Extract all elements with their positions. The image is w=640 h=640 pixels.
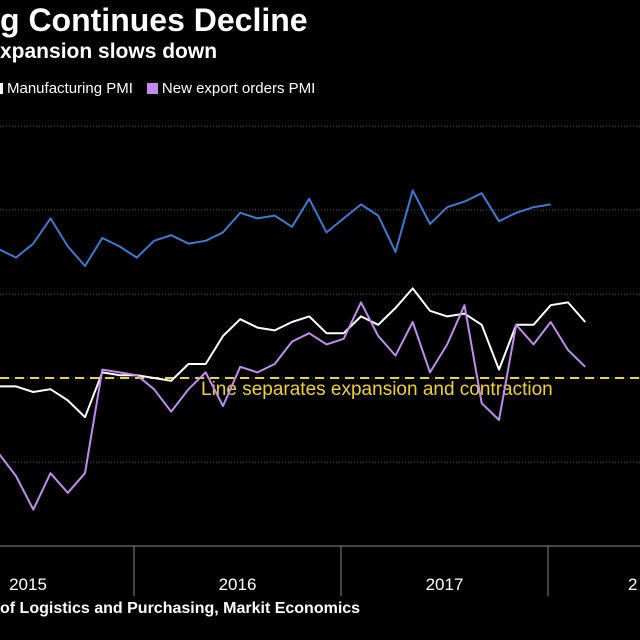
x-tick-label: 2017 bbox=[426, 575, 464, 594]
x-tick-label: 2015 bbox=[9, 575, 47, 594]
series-line-2 bbox=[0, 301, 586, 511]
legend-item-export: New export orders PMI bbox=[133, 80, 315, 97]
chart-source: of Logistics and Purchasing, Markit Econ… bbox=[0, 600, 361, 617]
series-line-0 bbox=[0, 189, 551, 267]
legend-item-manufacturing: Manufacturing PMI bbox=[0, 80, 133, 97]
legend-label-manufacturing: Manufacturing PMI bbox=[7, 80, 133, 97]
series-line-1 bbox=[0, 287, 586, 419]
chart-legend: Manufacturing PMI New export orders PMI bbox=[0, 80, 315, 97]
legend-label-export: New export orders PMI bbox=[161, 80, 316, 97]
x-tick-label: 2016 bbox=[219, 575, 257, 594]
x-tick-label: 2 bbox=[628, 575, 637, 594]
threshold-annotation: Line separates expansion and contraction bbox=[201, 379, 553, 400]
chart-subtitle: xpansion slows down bbox=[0, 40, 218, 63]
chart-title: g Continues Decline bbox=[0, 2, 308, 38]
legend-swatch-export bbox=[146, 83, 158, 94]
legend-swatch-manufacturing bbox=[0, 83, 3, 94]
